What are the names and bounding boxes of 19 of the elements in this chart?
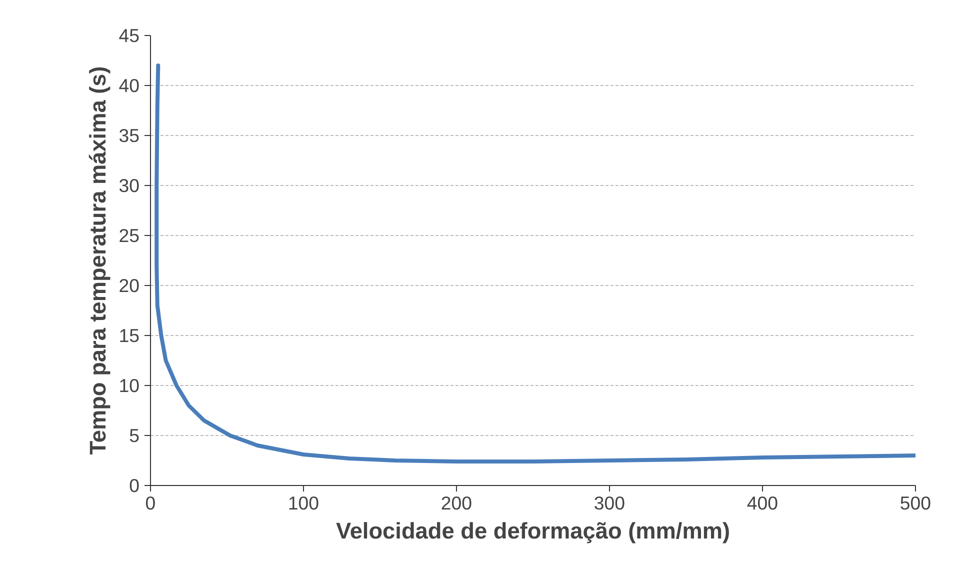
y-tick-label: 30 bbox=[118, 175, 140, 196]
x-tick-label: 400 bbox=[746, 492, 778, 514]
y-tick-label: 10 bbox=[118, 375, 140, 396]
x-axis-title: Velocidade de deformação (mm/mm) bbox=[336, 518, 730, 544]
x-tick-label: 300 bbox=[594, 492, 626, 514]
y-tick-label: 15 bbox=[118, 325, 140, 346]
x-tick-label: 0 bbox=[145, 492, 156, 514]
y-tick-label: 20 bbox=[118, 275, 140, 296]
y-axis-title: Tempo para temperatura máxima (s) bbox=[84, 66, 111, 455]
y-tick-label: 35 bbox=[118, 125, 140, 146]
x-tick-label: 100 bbox=[288, 492, 320, 514]
x-tick-label: 200 bbox=[440, 492, 472, 514]
y-tick-label: 25 bbox=[118, 225, 140, 246]
y-tick-label: 5 bbox=[129, 425, 140, 446]
line-series bbox=[154, 64, 916, 464]
y-tick-label: 0 bbox=[129, 475, 140, 496]
y-tick-label: 40 bbox=[118, 75, 140, 96]
x-tick-label: 500 bbox=[900, 492, 932, 514]
y-tick-label: 45 bbox=[118, 25, 140, 46]
